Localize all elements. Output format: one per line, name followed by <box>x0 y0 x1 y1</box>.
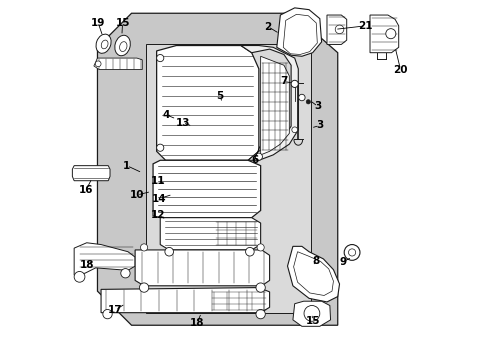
Polygon shape <box>241 45 298 160</box>
Text: 2: 2 <box>264 22 271 32</box>
Circle shape <box>255 310 265 319</box>
Circle shape <box>102 310 112 319</box>
Text: 4: 4 <box>163 110 170 120</box>
Circle shape <box>304 306 319 321</box>
Circle shape <box>291 127 297 133</box>
Polygon shape <box>160 218 260 250</box>
Polygon shape <box>326 15 346 44</box>
Polygon shape <box>156 45 258 160</box>
Circle shape <box>164 247 173 256</box>
Polygon shape <box>260 56 289 155</box>
Circle shape <box>121 269 130 278</box>
Polygon shape <box>369 15 398 53</box>
Text: 18: 18 <box>189 318 204 328</box>
Polygon shape <box>145 44 310 313</box>
Circle shape <box>156 144 163 151</box>
Circle shape <box>348 249 355 256</box>
Text: 21: 21 <box>358 21 372 31</box>
Polygon shape <box>94 58 142 69</box>
Polygon shape <box>135 250 269 286</box>
Text: 18: 18 <box>80 260 95 270</box>
Text: 19: 19 <box>91 18 105 28</box>
Ellipse shape <box>101 40 108 49</box>
Circle shape <box>385 29 395 39</box>
Text: 15: 15 <box>115 18 129 28</box>
Text: 17: 17 <box>108 305 122 315</box>
Text: 3: 3 <box>314 102 321 112</box>
Circle shape <box>139 283 148 292</box>
Polygon shape <box>292 301 330 326</box>
Polygon shape <box>72 166 110 181</box>
Polygon shape <box>153 160 260 218</box>
Ellipse shape <box>96 34 111 53</box>
Text: 20: 20 <box>392 64 407 75</box>
Text: 10: 10 <box>129 190 144 200</box>
Circle shape <box>245 247 254 256</box>
Circle shape <box>298 94 305 101</box>
Polygon shape <box>293 252 333 296</box>
Polygon shape <box>276 8 321 56</box>
Text: 1: 1 <box>123 161 130 171</box>
Text: 6: 6 <box>250 155 258 165</box>
Circle shape <box>74 271 85 282</box>
Text: 3: 3 <box>316 121 323 130</box>
Text: 7: 7 <box>280 76 287 86</box>
Text: 12: 12 <box>151 210 165 220</box>
Polygon shape <box>101 288 269 313</box>
Circle shape <box>257 244 264 251</box>
Circle shape <box>290 80 298 87</box>
Circle shape <box>255 283 265 292</box>
Text: 11: 11 <box>150 176 164 186</box>
Text: 8: 8 <box>312 256 319 266</box>
Polygon shape <box>97 13 337 325</box>
Text: 5: 5 <box>216 91 224 101</box>
Circle shape <box>344 244 359 260</box>
Text: 9: 9 <box>339 257 346 267</box>
Ellipse shape <box>120 42 127 51</box>
Circle shape <box>156 54 163 62</box>
Text: 15: 15 <box>305 316 319 325</box>
Text: 14: 14 <box>152 194 166 204</box>
Circle shape <box>95 61 101 67</box>
Circle shape <box>335 25 343 34</box>
Circle shape <box>140 244 147 251</box>
Ellipse shape <box>115 35 130 56</box>
Circle shape <box>255 153 262 160</box>
Text: 16: 16 <box>79 185 93 195</box>
Polygon shape <box>74 243 135 275</box>
Text: 13: 13 <box>175 118 190 128</box>
Circle shape <box>305 100 310 104</box>
Polygon shape <box>287 246 339 302</box>
Polygon shape <box>283 14 317 54</box>
